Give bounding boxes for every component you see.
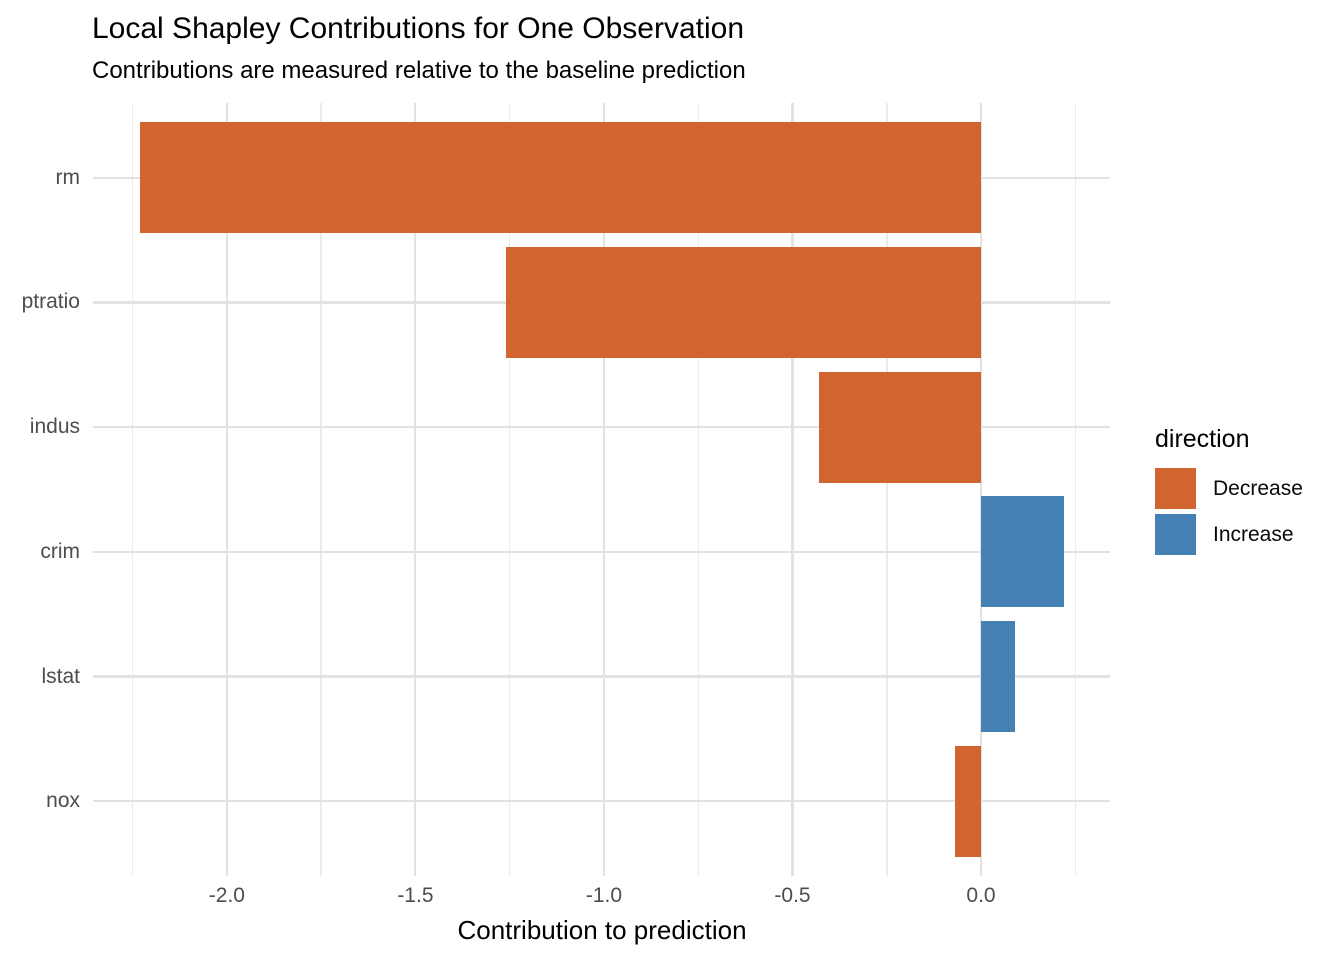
legend-label-decrease: Decrease (1213, 477, 1303, 500)
x-axis-tick-label: -0.5 (774, 884, 811, 907)
gridline-minor-vertical (508, 103, 511, 876)
gridline-minor-vertical (320, 103, 322, 876)
legend-swatch-increase (1155, 514, 1196, 555)
bar-rm (140, 122, 982, 234)
x-axis-tick-label: 0.0 (966, 884, 996, 907)
y-axis-label-rm: rm (55, 165, 81, 189)
y-axis-label-indus: indus (29, 415, 80, 439)
gridline-major-vertical (414, 103, 417, 876)
gridline-major-vertical (791, 103, 794, 876)
legend-title: direction (1155, 425, 1250, 453)
legend-label-increase: Increase (1213, 523, 1294, 546)
chart-title: Local Shapley Contributions for One Obse… (92, 12, 745, 45)
gridline-major-vertical (225, 103, 228, 876)
gridline-major-vertical (979, 103, 983, 876)
y-axis-label-lstat: lstat (41, 664, 80, 688)
bar-indus (818, 371, 982, 483)
legend-item-decrease: Decrease (1155, 468, 1303, 509)
legend-swatch-decrease (1155, 468, 1196, 509)
bar-nox (954, 745, 982, 857)
y-axis-label-ptratio: ptratio (21, 290, 80, 314)
x-axis-tick-label: -1.5 (397, 884, 434, 907)
gridline-minor-vertical (1074, 103, 1077, 876)
y-axis-label-crim: crim (40, 539, 80, 563)
y-axis-label-nox: nox (46, 789, 80, 813)
chart-subtitle: Contributions are measured relative to t… (92, 57, 746, 84)
bar-ptratio (505, 246, 982, 358)
legend-item-increase: Increase (1155, 514, 1303, 555)
x-axis-tick-label: -1.0 (585, 884, 623, 907)
bar-lstat (981, 621, 1015, 733)
gridline-major-vertical (602, 103, 606, 876)
x-axis-title: Contribution to prediction (457, 915, 747, 945)
gridline-minor-vertical (131, 103, 134, 876)
legend: direction Decrease Increase (1155, 424, 1303, 560)
bar-crim (981, 496, 1064, 608)
gridline-major-horizontal (93, 426, 1110, 429)
gridline-minor-vertical (697, 103, 700, 876)
gridline-major-horizontal (93, 675, 1110, 678)
x-axis-tick-label: -2.0 (208, 884, 245, 907)
gridline-major-horizontal (93, 550, 1110, 553)
gridline-minor-vertical (886, 103, 888, 876)
gridline-major-horizontal (93, 800, 1110, 803)
